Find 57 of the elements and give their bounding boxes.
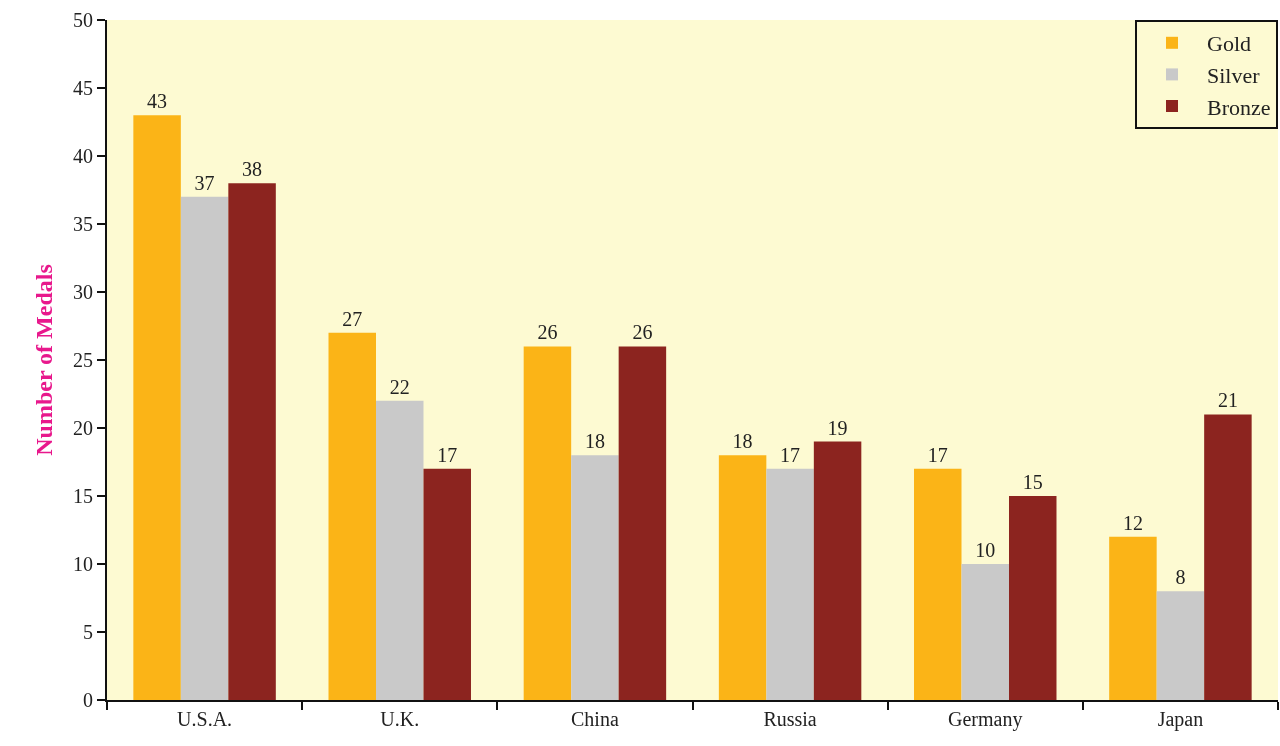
y-tick-label: 35 <box>73 213 93 235</box>
data-label: 43 <box>147 90 168 113</box>
data-label: 18 <box>732 430 753 453</box>
bar <box>228 183 276 700</box>
data-label: 15 <box>1022 471 1043 493</box>
data-label: 21 <box>1217 389 1238 412</box>
data-label: 17 <box>780 443 801 466</box>
data-label: 10 <box>975 539 996 561</box>
bar <box>1156 591 1205 700</box>
bar <box>1204 414 1252 700</box>
data-label: 38 <box>242 158 263 181</box>
x-tick-label: Germany <box>948 708 1023 731</box>
data-label: 37 <box>194 171 215 194</box>
data-label: 12 <box>1122 511 1143 534</box>
bar <box>961 564 1009 700</box>
y-tick-label: 20 <box>73 417 93 439</box>
y-tick-label: 15 <box>73 485 93 507</box>
legend-label: Bronze <box>1207 94 1271 120</box>
bar <box>813 441 862 700</box>
data-label: 19 <box>827 416 848 439</box>
bar <box>1109 536 1157 700</box>
legend-label: Silver <box>1207 62 1261 88</box>
x-tick-label: U.K. <box>380 708 420 730</box>
x-tick-label: U.S.A. <box>177 708 233 730</box>
bar <box>571 455 619 700</box>
y-tick-label: 45 <box>73 77 93 99</box>
bar <box>1009 496 1057 700</box>
y-tick-label: 5 <box>83 621 93 643</box>
data-label: 17 <box>927 443 948 466</box>
x-tick-label: Russia <box>763 708 817 730</box>
data-label: 26 <box>632 321 653 344</box>
bar <box>766 468 814 700</box>
bar <box>180 196 229 700</box>
y-tick-label: 40 <box>73 145 93 167</box>
data-label: 8 <box>1175 566 1186 589</box>
bar <box>618 346 667 700</box>
bar <box>376 400 424 700</box>
bar <box>133 115 181 700</box>
data-label: 18 <box>584 430 605 453</box>
x-tick-label: China <box>571 708 619 730</box>
bar <box>423 468 471 700</box>
y-tick-label: 30 <box>73 281 93 303</box>
y-axis-title: Number of Medals <box>30 264 57 456</box>
data-label: 26 <box>537 321 558 344</box>
y-tick-label: 50 <box>73 9 93 31</box>
data-label: 22 <box>389 375 410 398</box>
y-tick-label: 10 <box>73 553 93 575</box>
legend-label: Gold <box>1207 31 1251 57</box>
data-label: 27 <box>342 307 363 330</box>
x-tick-label: Japan <box>1157 708 1204 731</box>
data-label: 17 <box>437 443 458 466</box>
bar <box>523 346 572 700</box>
bar <box>914 468 962 700</box>
bar <box>718 455 767 700</box>
y-tick-label: 25 <box>73 349 93 371</box>
bar <box>328 332 376 700</box>
y-tick-label: 0 <box>83 689 93 711</box>
